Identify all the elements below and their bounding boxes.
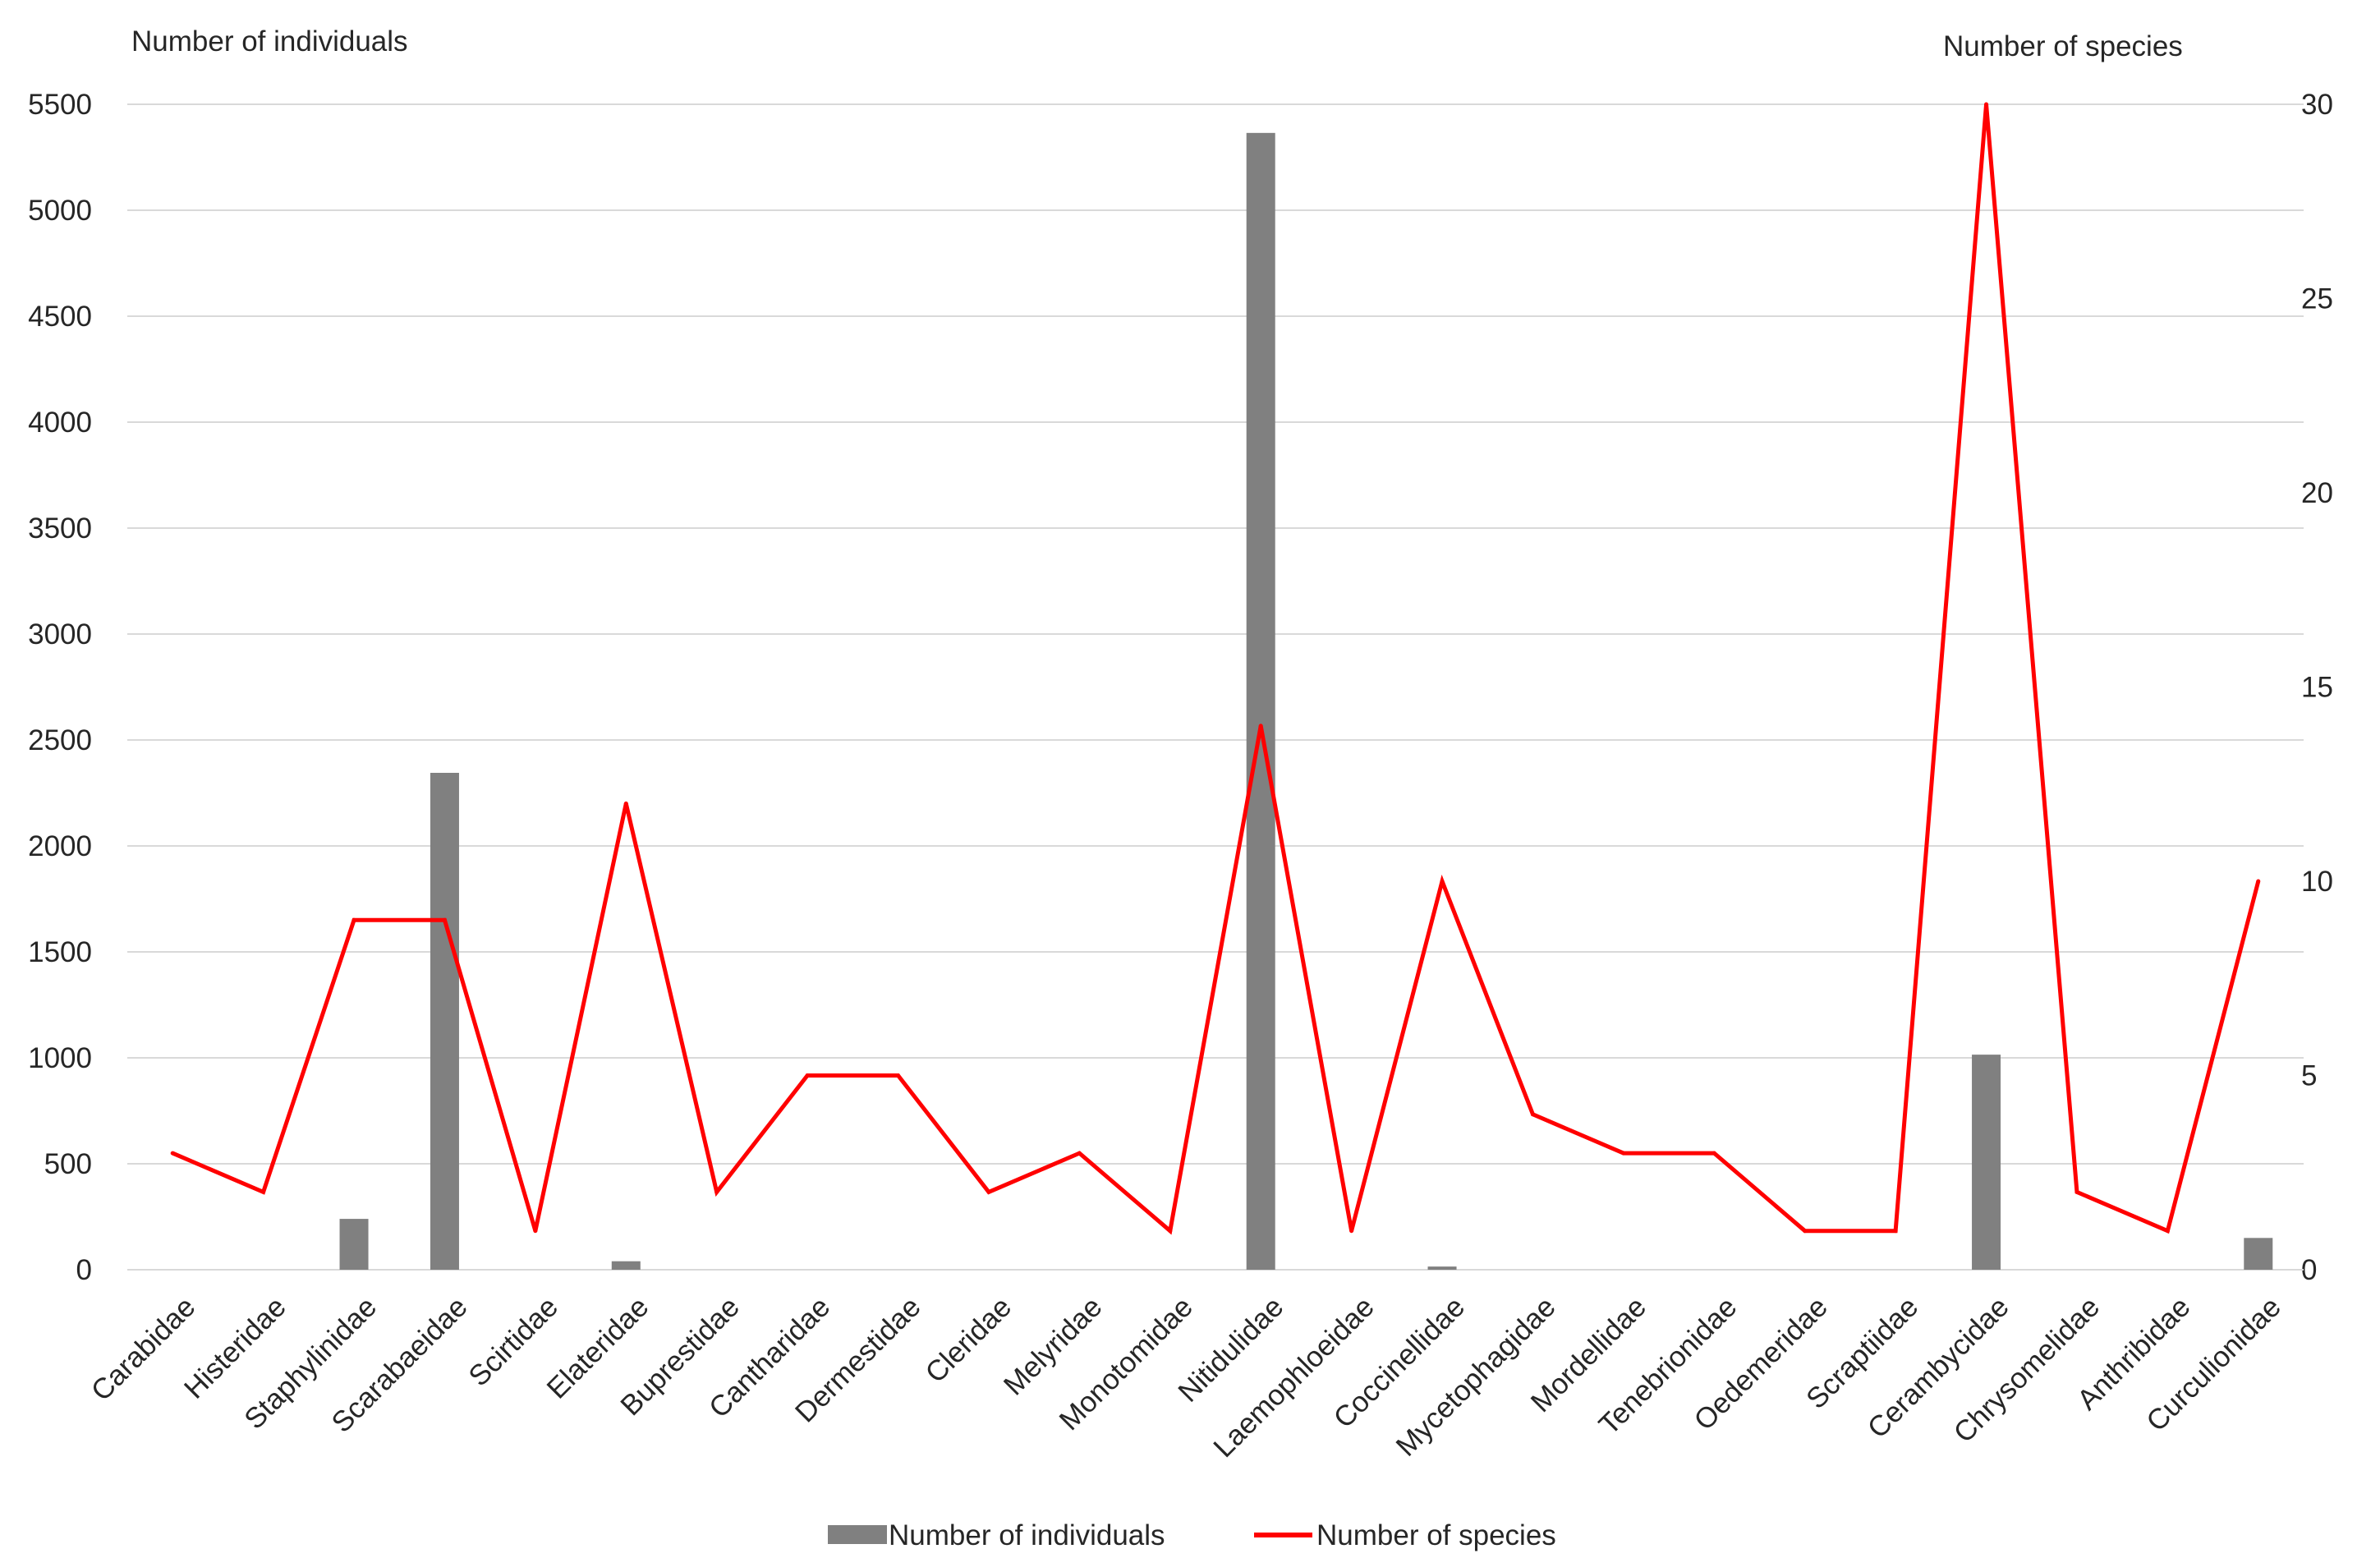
left-tick-label: 0 <box>76 1254 92 1286</box>
bar-individuals <box>2244 1238 2273 1270</box>
left-tick-label: 1500 <box>28 936 92 968</box>
right-tick-label: 5 <box>2301 1060 2317 1092</box>
species-point <box>896 1073 901 1078</box>
species-point <box>986 1189 991 1194</box>
right-axis-ticks: 0 5 10 15 20 25 30 <box>2301 89 2333 1286</box>
right-axis-title: Number of species <box>1943 30 2183 62</box>
right-tick-label: 15 <box>2301 672 2333 704</box>
gridlines <box>127 103 2304 1165</box>
species-point <box>351 917 356 922</box>
species-point <box>1258 724 1263 728</box>
legend: Number of individuals Number of species <box>828 1519 1556 1551</box>
species-line <box>170 102 2261 1235</box>
species-point <box>1711 1151 1716 1156</box>
left-tick-label: 3500 <box>28 512 92 545</box>
species-point <box>1440 879 1445 884</box>
category-label: Laemophloeidae <box>1207 1291 1381 1464</box>
category-labels: CarabidaeHisteridaeStaphylinidaeScarabae… <box>85 1291 2287 1464</box>
species-point <box>805 1073 810 1078</box>
left-tick-label: 4500 <box>28 301 92 333</box>
left-axis-title: Number of individuals <box>131 25 408 57</box>
right-tick-label: 20 <box>2301 477 2333 509</box>
left-tick-label: 5500 <box>28 89 92 121</box>
right-tick-label: 30 <box>2301 89 2333 121</box>
right-tick-label: 0 <box>2301 1254 2317 1286</box>
bar-individuals <box>430 772 459 1270</box>
species-point <box>714 1189 719 1194</box>
species-point <box>1168 1229 1173 1234</box>
species-point <box>2074 1189 2079 1194</box>
bar-individuals <box>1427 1266 1457 1270</box>
species-point <box>2165 1229 2170 1234</box>
right-tick-label: 25 <box>2301 283 2333 315</box>
species-point <box>1530 1112 1535 1117</box>
left-tick-label: 500 <box>44 1148 92 1180</box>
left-axis-ticks: 0 500 1000 1500 2000 2500 3000 3500 4000 4500 5000… <box>28 89 92 1286</box>
left-tick-label: 1000 <box>28 1042 92 1074</box>
legend-bar-swatch <box>828 1525 887 1544</box>
species-point <box>623 801 628 806</box>
bar-individuals <box>1972 1055 2001 1270</box>
category-label: Carabidae <box>85 1291 202 1408</box>
left-tick-label: 2000 <box>28 830 92 862</box>
bars <box>339 132 2273 1271</box>
species-point <box>1077 1151 1082 1156</box>
species-point <box>1349 1229 1354 1234</box>
bar-individuals <box>339 1219 369 1270</box>
bar-individuals <box>1246 132 1275 1271</box>
species-point <box>1803 1229 1808 1234</box>
legend-line-label: Number of species <box>1316 1519 1556 1551</box>
category-label: Mycetophagidae <box>1390 1291 1561 1463</box>
legend-bar-label: Number of individuals <box>889 1519 1165 1551</box>
species-point <box>261 1189 266 1194</box>
species-point <box>442 917 447 922</box>
right-tick-label: 10 <box>2301 866 2333 898</box>
species-point <box>170 1151 175 1156</box>
left-tick-label: 5000 <box>28 195 92 227</box>
left-tick-label: 2500 <box>28 724 92 756</box>
species-line-path <box>172 103 2261 1235</box>
species-point <box>1621 1151 1626 1156</box>
left-tick-label: 4000 <box>28 407 92 439</box>
species-point <box>533 1229 538 1234</box>
species-point <box>1984 102 1989 107</box>
bar-individuals <box>611 1261 641 1270</box>
left-tick-label: 3000 <box>28 618 92 650</box>
species-point <box>2256 879 2261 884</box>
species-point <box>1893 1229 1898 1234</box>
